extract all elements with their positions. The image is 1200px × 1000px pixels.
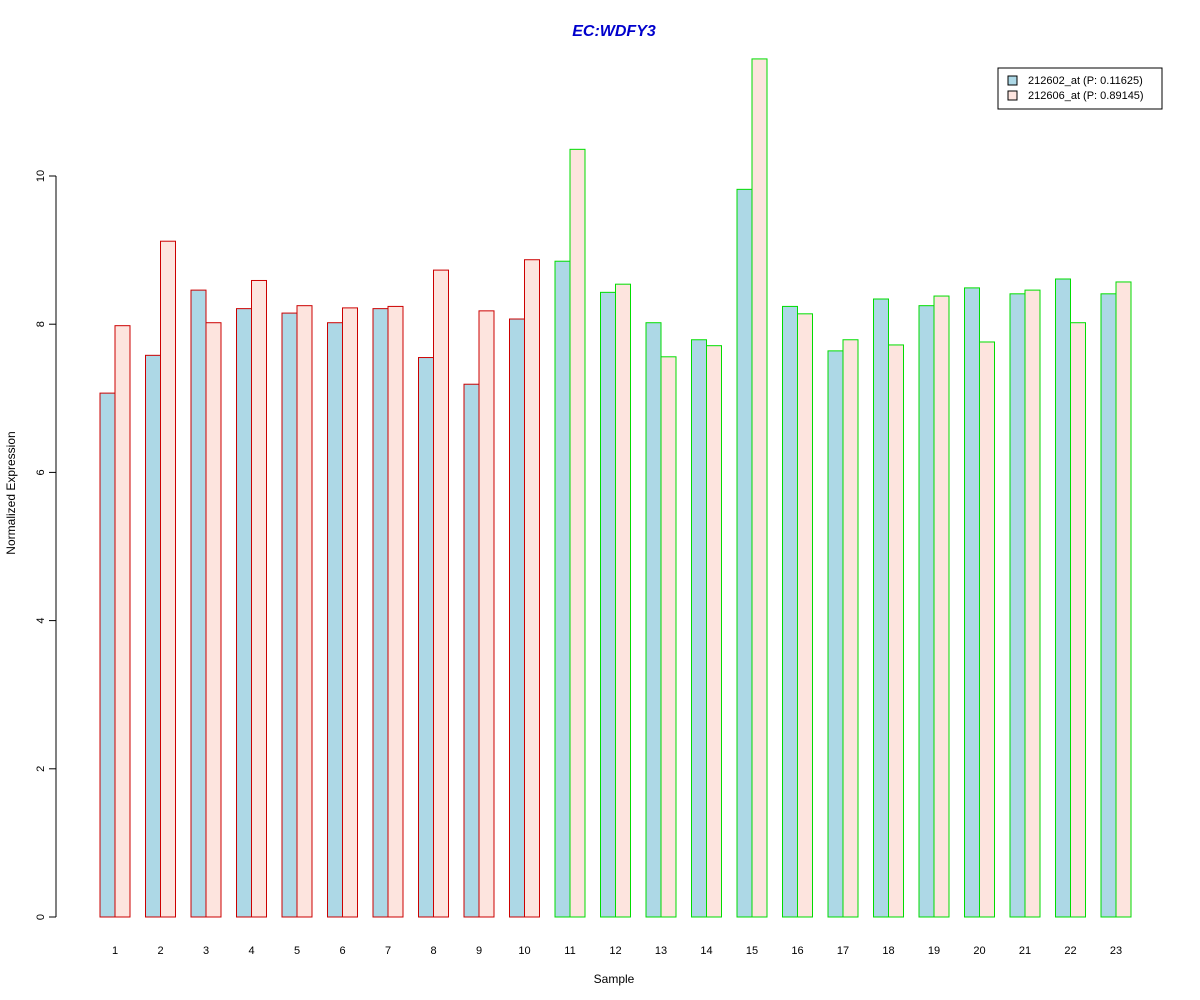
x-tick-label: 4: [248, 945, 254, 957]
bar-sample-22-series-2: [1070, 322, 1086, 918]
bar-sample-2-series-2: [160, 240, 176, 918]
bar-sample-6-series-2: [342, 307, 358, 918]
x-tick-label: 12: [609, 945, 621, 957]
bar-sample-15-series-1: [736, 188, 753, 918]
x-tick-label: 1: [112, 945, 118, 957]
bar-sample-1-series-2: [114, 325, 131, 918]
bar-sample-11-series-1: [554, 260, 571, 918]
x-tick-label: 23: [1110, 945, 1122, 957]
x-tick-label: 8: [430, 945, 436, 957]
x-tick-label: 20: [973, 945, 985, 957]
x-tick-label: 11: [564, 945, 575, 957]
y-axis-title: Normalized Expression: [4, 431, 18, 554]
x-tick-label: 18: [882, 945, 894, 957]
bar-sample-23-series-1: [1100, 293, 1117, 918]
bar-sample-9-series-2: [478, 310, 495, 918]
y-tick-label: 4: [35, 618, 47, 624]
x-tick-label: 19: [928, 945, 940, 957]
chart-title: EC:WDFY3: [572, 23, 656, 40]
x-tick-label: 7: [385, 945, 391, 957]
bar-sample-12-series-1: [600, 291, 616, 918]
bar-sample-8-series-2: [433, 269, 449, 918]
legend-box: [997, 67, 1163, 110]
x-tick-label: 9: [476, 945, 482, 957]
bar-sample-14-series-1: [691, 339, 707, 918]
bar-sample-18-series-1: [873, 298, 889, 918]
bar-sample-13-series-2: [660, 356, 677, 918]
bar-sample-4-series-2: [251, 279, 267, 918]
bar-sample-19-series-1: [918, 305, 935, 918]
bar-sample-3-series-1: [190, 289, 207, 918]
bar-sample-4-series-1: [236, 308, 252, 918]
bar-sample-10-series-2: [524, 259, 540, 918]
legend-swatch: [1007, 75, 1018, 86]
bar-sample-8-series-1: [418, 357, 434, 918]
x-tick-label: 21: [1019, 945, 1031, 957]
x-axis-title: Sample: [594, 972, 635, 986]
x-tick-label: 16: [791, 945, 803, 957]
bar-sample-7-series-1: [372, 308, 389, 918]
x-tick-label: 22: [1064, 945, 1076, 957]
x-tick-label: 2: [157, 945, 163, 957]
legend-swatch: [1007, 90, 1018, 101]
bar-sample-9-series-1: [463, 383, 480, 918]
bar-sample-21-series-1: [1009, 293, 1026, 918]
legend-label: 212602_at (P: 0.11625): [1028, 75, 1143, 87]
bar-sample-5-series-2: [296, 305, 313, 918]
bar-sample-21-series-2: [1024, 289, 1041, 918]
bar-sample-17-series-2: [842, 339, 859, 918]
bar-sample-22-series-1: [1055, 278, 1071, 918]
legend-label: 212606_at (P: 0.89145): [1028, 90, 1144, 102]
bar-sample-3-series-2: [205, 322, 222, 918]
bar-sample-13-series-1: [645, 322, 662, 918]
bar-sample-20-series-1: [964, 287, 980, 918]
bar-sample-12-series-2: [615, 283, 631, 918]
x-tick-label: 13: [655, 945, 667, 957]
x-tick-label: 14: [700, 945, 712, 957]
bar-sample-17-series-1: [827, 350, 844, 918]
bar-sample-16-series-2: [797, 313, 813, 918]
bar-sample-20-series-2: [979, 341, 995, 918]
bar-sample-16-series-1: [782, 305, 798, 918]
x-tick-label: 5: [294, 945, 300, 957]
bar-sample-15-series-2: [751, 58, 768, 918]
x-tick-label: 15: [746, 945, 758, 957]
bar-sample-1-series-1: [99, 392, 116, 918]
bar-sample-6-series-1: [327, 322, 343, 918]
x-tick-label: 6: [339, 945, 345, 957]
x-tick-label: 10: [518, 945, 530, 957]
y-tick-label: 6: [35, 469, 47, 475]
bar-sample-2-series-1: [145, 354, 161, 918]
x-tick-label: 3: [203, 945, 209, 957]
x-tick-labels: 1 2 3 4 5 6 7 8 9 10 11 12 13 14 15 16 17 18 19 20 21 22 23: [112, 945, 1122, 957]
bar-sample-23-series-2: [1115, 281, 1132, 918]
bars-group: [99, 58, 1132, 918]
y-tick-label: 0: [35, 914, 47, 920]
bar-sample-14-series-2: [706, 345, 722, 918]
y-axis: 0 2 4 6 8 10: [35, 170, 57, 920]
bar-sample-7-series-2: [387, 305, 404, 918]
y-tick-label: 8: [35, 321, 47, 327]
y-tick-label: 2: [35, 766, 47, 772]
bar-sample-5-series-1: [281, 312, 298, 918]
bar-sample-19-series-2: [933, 295, 950, 918]
bar-sample-18-series-2: [888, 344, 904, 918]
x-tick-label: 17: [837, 945, 849, 957]
legend: 212602_at (P: 0.11625) 212606_at (P: 0.89…: [997, 67, 1163, 110]
y-tick-label: 10: [35, 170, 47, 182]
bar-sample-11-series-2: [569, 148, 586, 918]
bar-sample-10-series-1: [509, 318, 525, 918]
